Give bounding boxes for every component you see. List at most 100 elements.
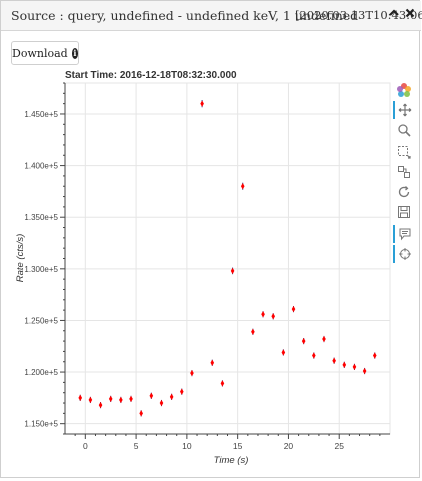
point-marker — [200, 100, 204, 107]
x-tick-label: 15 — [233, 441, 243, 451]
x-axis-label: Time (s) — [214, 455, 249, 466]
point-marker — [301, 337, 306, 345]
data-point — [352, 363, 357, 371]
point-marker — [352, 363, 357, 371]
reset-icon[interactable] — [393, 183, 415, 201]
x-tick-label: 25 — [334, 441, 344, 451]
data-point — [169, 393, 174, 401]
close-icon[interactable] — [403, 7, 417, 23]
point-marker — [322, 335, 326, 343]
point-marker — [281, 349, 286, 356]
point-marker — [271, 313, 276, 320]
wheel-zoom-icon[interactable] — [393, 143, 415, 161]
y-tick-label: 1.150e+5 — [24, 420, 58, 429]
data-point — [98, 401, 103, 409]
point-marker — [159, 399, 164, 407]
chevron-up-icon[interactable] — [387, 7, 401, 23]
data-point — [362, 367, 367, 375]
point-marker — [230, 267, 235, 275]
box-zoom-icon[interactable] — [393, 121, 415, 139]
data-point — [129, 395, 133, 403]
point-marker — [129, 395, 133, 403]
save-icon[interactable] — [393, 203, 415, 221]
point-marker — [179, 388, 184, 395]
y-tick-label: 1.400e+5 — [24, 162, 58, 171]
download-button[interactable]: Download i — [11, 41, 79, 65]
point-marker — [291, 305, 296, 313]
hover-icon[interactable] — [393, 225, 415, 243]
data-point — [108, 395, 113, 403]
y-tick-label: 1.450e+5 — [24, 110, 58, 119]
data-point — [342, 361, 347, 369]
crosshair-icon[interactable] — [393, 245, 415, 263]
data-point — [179, 388, 184, 395]
y-tick-label: 1.300e+5 — [24, 265, 58, 274]
download-button-label: Download — [12, 46, 68, 60]
grid-lines — [65, 83, 390, 434]
point-marker — [78, 394, 83, 402]
data-points — [78, 100, 377, 417]
chart-title: Start Time: 2016-12-18T08:32:30.000 — [65, 70, 237, 81]
axes: 0 5 10 15 20 25 1.150e+5 1.200e+5 1.250e+5 1.300e… — [24, 82, 390, 451]
data-point — [281, 349, 286, 356]
data-point — [88, 396, 93, 404]
panel-timestamp: [2020.03.13T10:43:06] — [295, 8, 422, 22]
data-point — [200, 100, 204, 108]
data-point — [230, 267, 235, 275]
point-marker — [169, 393, 174, 401]
pan-icon[interactable] — [393, 101, 415, 119]
x-tick-label: 5 — [134, 441, 139, 451]
data-point — [159, 399, 164, 407]
point-marker — [98, 401, 103, 409]
data-point — [220, 380, 225, 387]
data-point — [139, 410, 143, 417]
data-point — [372, 352, 377, 359]
data-point — [332, 357, 336, 364]
data-point — [190, 369, 194, 377]
data-point — [322, 335, 326, 343]
point-marker — [190, 369, 194, 377]
x-tick-label: 0 — [83, 441, 88, 451]
point-marker — [312, 352, 316, 359]
y-tick-label: 1.250e+5 — [24, 316, 58, 325]
lasso-select-icon[interactable] — [393, 163, 415, 181]
point-marker — [261, 311, 265, 318]
point-marker — [210, 359, 215, 366]
point-marker — [88, 396, 93, 404]
point-marker — [372, 352, 377, 359]
y-axis-label: Rate (cts/s) — [15, 234, 26, 283]
panel-title: Source : query, undefined - undefined ke… — [11, 8, 359, 23]
point-marker — [139, 410, 143, 417]
point-marker — [251, 328, 255, 335]
data-point — [149, 392, 154, 400]
data-point — [78, 394, 83, 402]
data-point — [261, 311, 265, 318]
point-marker — [108, 395, 113, 403]
point-marker — [119, 396, 123, 404]
data-point — [312, 352, 316, 359]
data-point — [240, 182, 245, 190]
point-marker — [362, 367, 367, 375]
data-point — [291, 305, 296, 313]
bokeh-logo-icon[interactable] — [393, 81, 415, 99]
point-marker — [240, 183, 245, 190]
x-tick-label: 20 — [284, 441, 294, 451]
point-marker — [149, 392, 154, 400]
panel-header: Source : query, undefined - undefined ke… — [1, 1, 422, 31]
data-point — [251, 328, 255, 335]
point-marker — [332, 357, 336, 364]
x-tick-label: 10 — [182, 441, 192, 451]
plot-toolbar — [393, 81, 415, 271]
data-point — [119, 396, 123, 404]
y-tick-label: 1.350e+5 — [24, 213, 58, 222]
y-tick-label: 1.200e+5 — [24, 368, 58, 377]
point-marker — [342, 361, 347, 369]
data-point — [301, 337, 306, 345]
data-point — [210, 359, 215, 366]
info-circle-icon: i — [71, 47, 78, 59]
data-point — [271, 313, 276, 320]
point-marker — [220, 380, 225, 387]
plot-area — [64, 82, 391, 435]
